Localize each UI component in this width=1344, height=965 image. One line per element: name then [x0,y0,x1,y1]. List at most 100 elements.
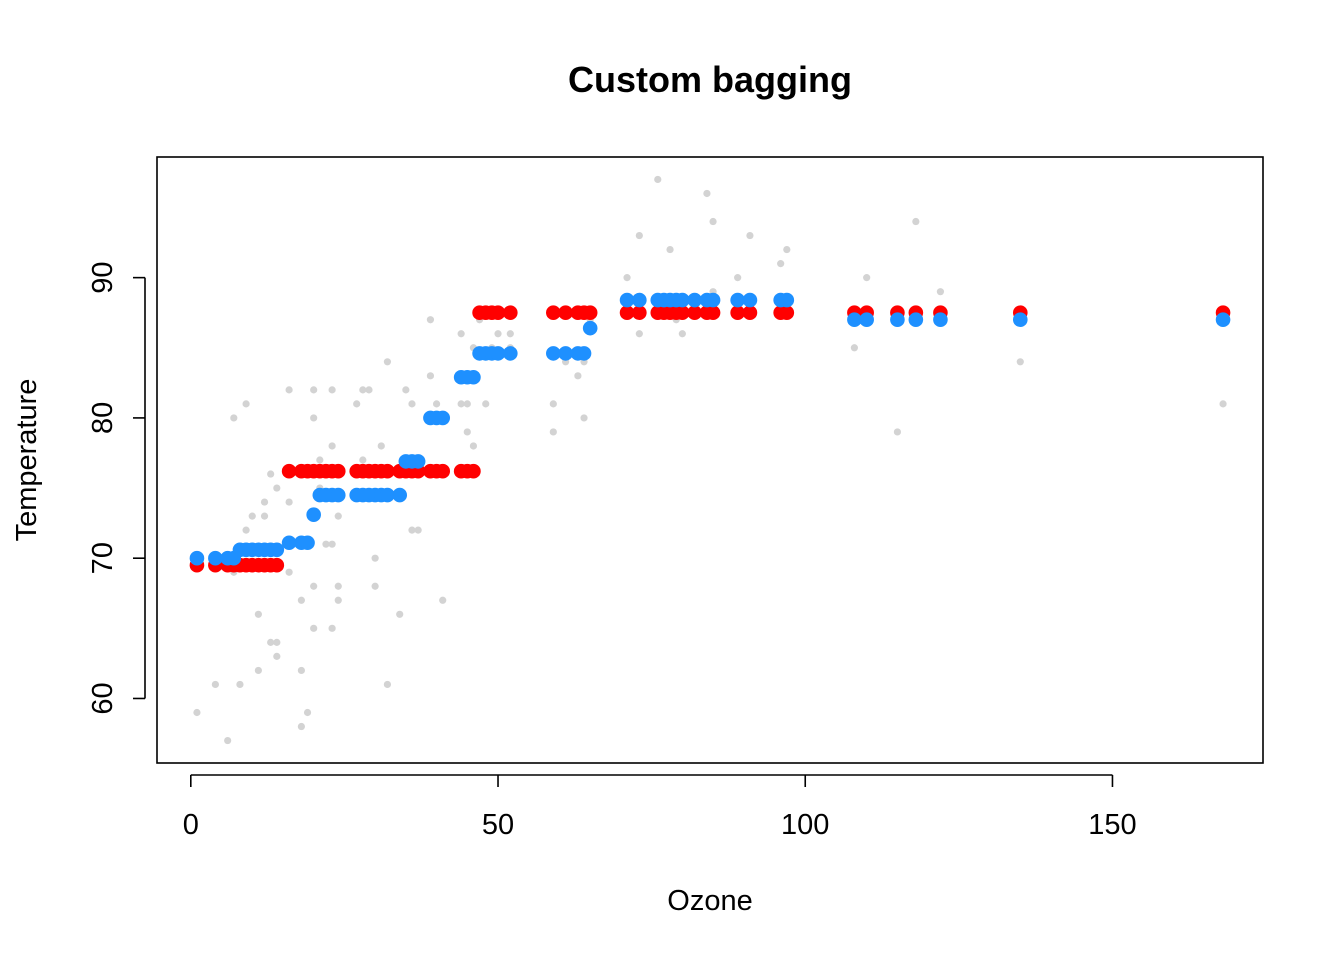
point-series-0-60 [457,330,465,338]
point-series-0-43 [371,582,379,590]
point-series-0-59 [439,596,447,604]
point-series-0-0 [193,708,201,717]
y-tick-label-80: 80 [87,402,119,434]
point-series-0-69 [494,330,502,338]
point-series-2-64 [1012,312,1028,328]
point-series-0-3 [230,414,238,422]
point-series-0-61 [457,400,465,408]
point-series-2-61 [890,312,905,328]
point-series-2-46 [632,292,647,308]
y-tick-label-90: 90 [87,262,119,294]
point-series-2-56 [742,292,758,308]
point-series-0-34 [328,540,336,548]
y-tick-label-70: 70 [87,542,119,574]
point-series-0-11 [260,512,269,520]
point-series-2-65 [1215,312,1231,328]
point-series-0-49 [396,610,404,618]
point-series-1-51 [675,305,690,321]
point-series-0-17 [273,484,281,492]
point-series-0-42 [365,386,373,394]
point-series-0-70 [506,330,514,338]
point-series-0-77 [580,414,588,422]
point-series-0-83 [666,245,674,254]
x-tick-label-150: 150 [1088,809,1136,841]
point-series-1-55 [730,305,745,321]
point-series-0-54 [414,526,422,534]
point-series-0-97 [912,217,920,226]
point-series-0-33 [328,442,336,450]
point-series-0-15 [273,638,281,646]
point-series-2-18 [330,487,346,503]
x-axis-label: Ozone [667,885,752,917]
x-tick-label-100: 100 [781,809,829,841]
point-series-0-8 [248,512,256,520]
point-series-0-25 [310,414,318,422]
point-series-0-39 [353,400,361,408]
point-series-0-46 [383,680,392,689]
point-series-2-41 [558,346,573,361]
point-series-0-16 [273,652,281,660]
point-series-0-87 [703,189,711,198]
point-series-0-5 [236,680,244,689]
point-series-0-35 [328,624,336,632]
point-series-0-41 [359,386,367,394]
points-layer [189,175,1231,745]
point-series-2-0 [189,550,205,566]
point-series-2-44 [582,320,598,336]
point-series-0-30 [316,456,324,464]
point-series-0-10 [254,610,262,618]
point-series-0-23 [297,722,305,731]
point-series-2-60 [859,312,874,328]
point-series-0-6 [242,400,250,408]
point-series-2-34 [466,369,481,385]
point-series-1-56 [742,305,758,321]
point-series-0-50 [402,386,410,394]
point-series-2-31 [435,410,451,426]
point-series-0-19 [285,498,293,506]
point-series-0-91 [746,231,754,240]
point-series-0-98 [936,288,945,296]
point-series-2-25 [392,487,408,503]
point-series-0-13 [267,470,275,478]
point-series-0-7 [242,526,250,534]
point-series-1-54 [705,305,721,321]
point-series-2-55 [730,292,745,308]
point-series-1-31 [435,463,451,479]
point-series-0-92 [777,260,785,268]
point-series-0-82 [654,175,662,184]
point-series-2-45 [619,292,635,308]
x-tick-label-0: 0 [183,809,199,841]
point-series-0-73 [549,428,557,436]
point-series-0-64 [469,442,478,450]
point-series-0-20 [285,568,293,576]
point-series-0-47 [383,358,392,366]
point-series-0-12 [260,498,269,506]
point-series-0-56 [426,372,435,380]
point-series-0-62 [463,400,471,408]
point-series-1-52 [687,305,702,321]
point-series-1-46 [632,305,647,321]
point-series-1-40 [546,305,561,321]
point-series-0-14 [267,638,275,646]
point-series-0-32 [328,386,336,394]
point-series-2-1 [208,550,223,566]
point-series-0-75 [574,372,582,380]
y-axis: 60 70 80 90 [87,262,146,715]
point-series-0-100 [1219,400,1227,408]
point-series-1-38 [490,305,506,321]
point-series-0-52 [408,400,416,408]
point-series-0-96 [893,428,902,436]
point-series-2-52 [687,292,702,308]
point-series-0-55 [426,316,435,324]
point-series-2-62 [908,312,924,328]
x-tick-label-50: 50 [482,809,514,841]
point-series-1-41 [558,305,573,321]
point-series-0-57 [432,400,441,408]
point-series-2-13 [300,535,315,551]
point-series-1-34 [466,463,481,479]
point-series-2-43 [576,346,592,361]
point-series-0-36 [334,596,342,604]
point-series-0-28 [310,386,318,394]
point-series-1-11 [281,463,297,479]
